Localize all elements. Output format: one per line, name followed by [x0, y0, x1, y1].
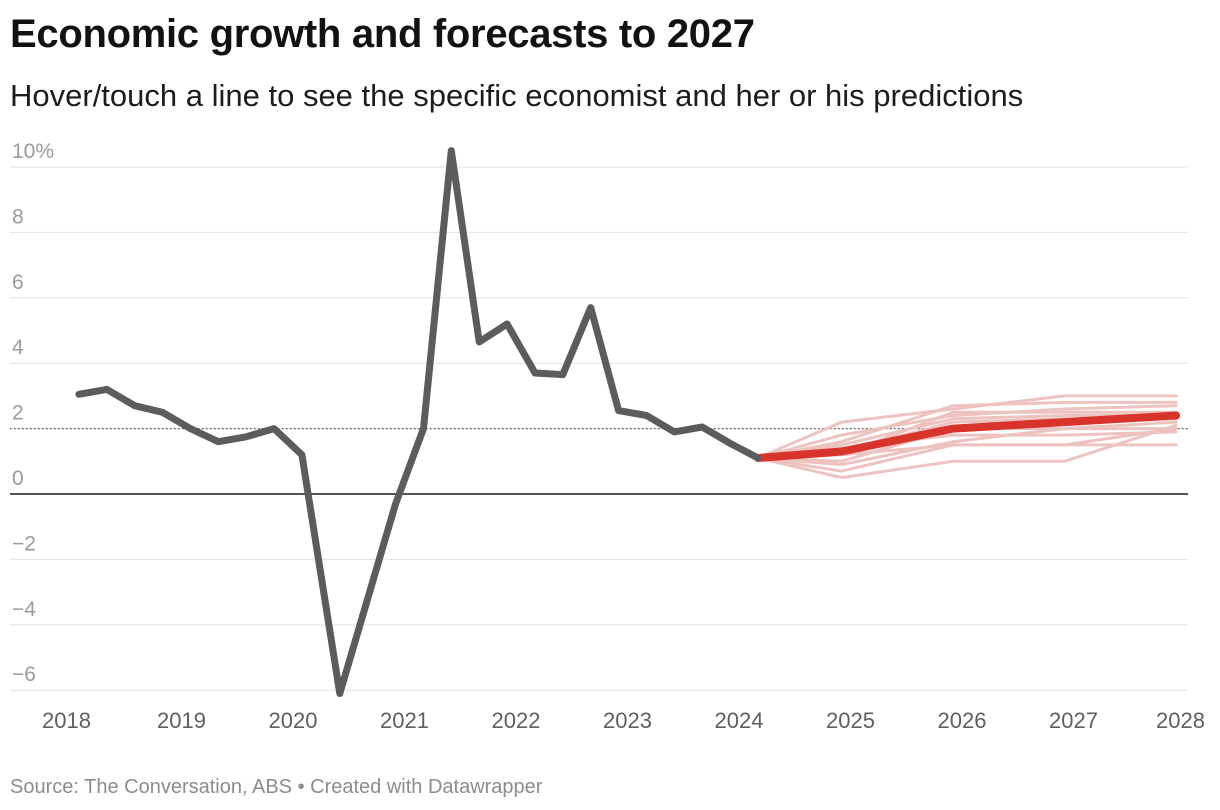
- consensus-forecast-line[interactable]: [754, 411, 1181, 462]
- y-tick-label: −4: [12, 598, 36, 621]
- x-tick-labels: 2018 2019 2020 2021 2022 2023 2024 2025 2026 2027…: [42, 708, 1205, 733]
- y-tick-label: 4: [12, 336, 24, 359]
- y-tick-label: 8: [12, 205, 24, 228]
- economist-forecast-line[interactable]: [756, 423, 1178, 480]
- economist-forecast-line[interactable]: [756, 404, 1178, 460]
- economist-forecast-line[interactable]: [756, 400, 1178, 460]
- x-tick-label: 2023: [603, 708, 652, 733]
- actual-growth-line[interactable]: [75, 147, 762, 697]
- y-tick-label: 0: [12, 467, 24, 490]
- actual-line-group: [75, 147, 762, 697]
- forecast-lines: [756, 394, 1178, 480]
- consensus-line-group: [754, 411, 1181, 462]
- chart-title: Economic growth and forecasts to 2027: [10, 12, 755, 56]
- economist-forecast-line[interactable]: [756, 427, 1178, 467]
- y-tick-label: 2: [12, 402, 24, 425]
- chart-subtitle: Hover/touch a line to see the specific e…: [10, 78, 1024, 113]
- x-tick-label: 2019: [157, 708, 206, 733]
- x-tick-label: 2022: [492, 708, 541, 733]
- y-tick-labels: −6 −4 −2 0 2 4 6 8 10%: [12, 140, 54, 686]
- x-tick-label: 2027: [1049, 708, 1098, 733]
- y-gridlines: [10, 166, 1188, 691]
- x-tick-label: 2020: [269, 708, 318, 733]
- y-tick-label: −2: [12, 532, 36, 555]
- y-tick-label: 6: [12, 271, 24, 294]
- x-tick-label: 2018: [42, 708, 91, 733]
- y-tick-label: 10%: [12, 140, 54, 163]
- y-tick-label: −6: [12, 663, 36, 686]
- x-tick-label: 2021: [380, 708, 429, 733]
- x-tick-label: 2024: [715, 708, 764, 733]
- x-tick-label: 2025: [826, 708, 875, 733]
- economist-forecast-line[interactable]: [756, 414, 1178, 460]
- x-tick-label: 2028: [1156, 708, 1205, 733]
- economist-forecast-line[interactable]: [756, 394, 1178, 460]
- source-note: Source: The Conversation, ABS • Created …: [10, 776, 543, 798]
- x-tick-label: 2026: [938, 708, 987, 733]
